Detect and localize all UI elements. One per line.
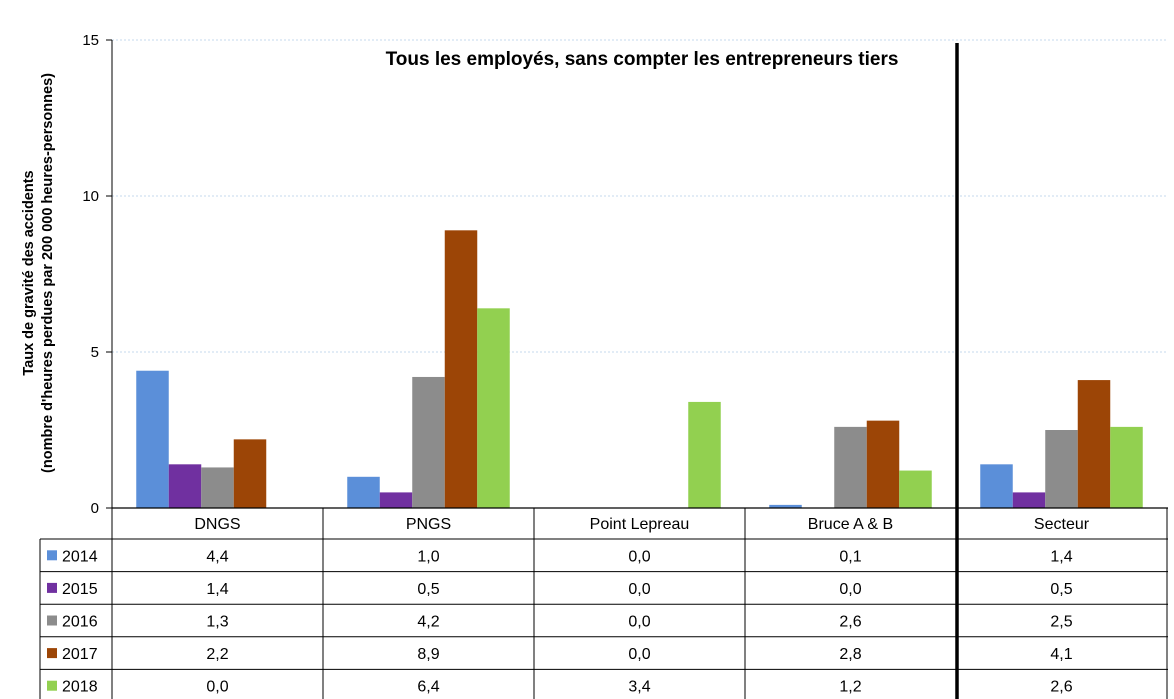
- data-label: 0,5: [1050, 581, 1072, 598]
- data-label: 1,4: [206, 581, 228, 598]
- y-tick-label: 15: [82, 32, 99, 49]
- y-tick-label: 5: [91, 344, 99, 361]
- bar: [412, 376, 445, 508]
- data-label: 4,4: [206, 548, 228, 565]
- bar: [1110, 426, 1143, 508]
- data-label: 0,1: [839, 548, 861, 565]
- legend-series-name: 2014: [62, 548, 98, 565]
- x-category-label: Secteur: [1034, 516, 1090, 533]
- legend-series-name: 2016: [62, 614, 98, 631]
- bar: [168, 464, 202, 508]
- data-label: 1,3: [206, 614, 228, 631]
- x-category-label: Point Lepreau: [590, 516, 690, 533]
- data-label: 0,0: [628, 581, 650, 598]
- data-label: 8,9: [417, 646, 439, 663]
- data-label: 2,5: [1050, 614, 1072, 631]
- legend-swatch: [47, 582, 57, 593]
- x-category-label: DNGS: [194, 516, 240, 533]
- data-label: 0,0: [206, 679, 228, 696]
- data-label: 0,0: [628, 614, 650, 631]
- bar: [1045, 430, 1078, 508]
- data-label: 0,0: [628, 548, 650, 565]
- legend-swatch: [47, 680, 57, 691]
- data-label: 6,4: [417, 679, 439, 696]
- bar: [866, 420, 900, 508]
- x-category-label: Bruce A & B: [808, 516, 893, 533]
- data-label: 2,2: [206, 646, 228, 663]
- bar: [899, 470, 932, 508]
- data-label: 2,8: [839, 646, 861, 663]
- data-label: 2,6: [1050, 679, 1072, 696]
- data-label: 4,2: [417, 614, 439, 631]
- bar: [834, 426, 867, 508]
- data-label: 0,0: [839, 581, 861, 598]
- bars: [136, 230, 1143, 508]
- bar: [379, 492, 413, 508]
- data-label: 2,6: [839, 614, 861, 631]
- y-tick-label: 10: [82, 188, 99, 205]
- bar: [769, 504, 802, 508]
- data-label: 3,4: [628, 679, 650, 696]
- chart-title: Tous les employés, sans compter les entr…: [386, 49, 899, 70]
- data-label: 0,0: [628, 646, 650, 663]
- x-category-label: PNGS: [406, 516, 451, 533]
- legend-series-name: 2018: [62, 679, 98, 696]
- y-tick-label: 0: [91, 500, 99, 517]
- data-label: 1,4: [1050, 548, 1072, 565]
- legend-swatch: [47, 550, 57, 561]
- bar: [444, 230, 478, 508]
- legend-series-name: 2017: [62, 646, 98, 663]
- bar: [1077, 380, 1111, 508]
- bar: [347, 476, 380, 508]
- data-label: 1,0: [417, 548, 439, 565]
- data-label: 0,5: [417, 581, 439, 598]
- y-axis-label-line2: (nombre d'heures perdues par 200 000 heu…: [40, 73, 56, 473]
- data-table: DNGS PNGS Point Lepreau Bruce A & B Secteur 2…: [39, 507, 1168, 699]
- bar: [136, 370, 169, 508]
- bar: [477, 308, 510, 508]
- bar: [233, 439, 267, 508]
- legend-swatch: [47, 648, 57, 659]
- bar: [980, 464, 1013, 508]
- data-label: 4,1: [1050, 646, 1072, 663]
- axes: 0 5 10 15: [82, 32, 959, 699]
- data-label: 1,2: [839, 679, 861, 696]
- bar: [688, 401, 721, 508]
- legend-series-name: 2015: [62, 581, 98, 598]
- bar: [1012, 492, 1046, 508]
- bar: [201, 467, 234, 508]
- gridlines: [112, 39, 1168, 353]
- legend-swatch: [47, 615, 57, 626]
- y-axis-label-line1: Taux de gravité des accidents: [21, 170, 37, 375]
